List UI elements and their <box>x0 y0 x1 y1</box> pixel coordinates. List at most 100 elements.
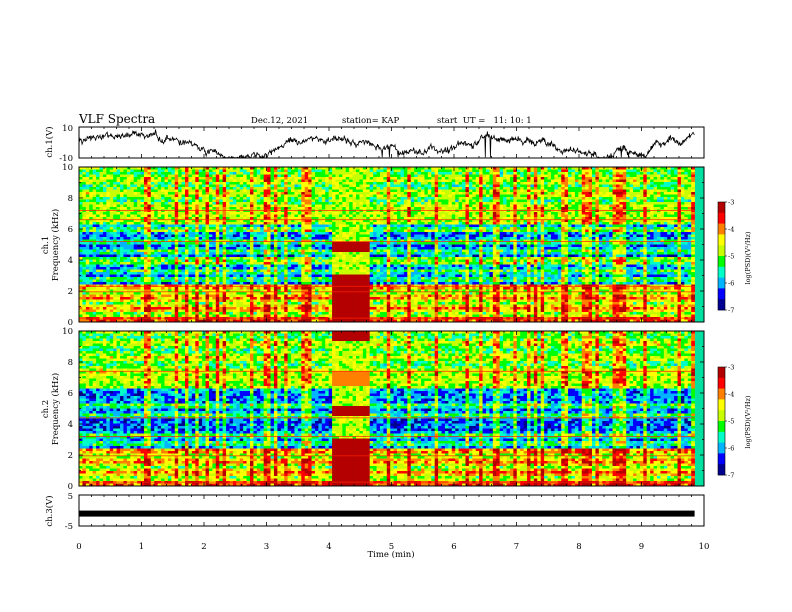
spectrogram-cell <box>103 272 107 275</box>
spectrogram-cell <box>161 297 165 300</box>
spectrogram-cell <box>144 282 148 285</box>
spectrogram-cell <box>154 315 158 318</box>
spectrogram-cell <box>106 170 110 173</box>
spectrogram-cell <box>100 275 104 278</box>
spectrogram-cell <box>96 207 100 210</box>
spectrogram-cell <box>161 295 165 298</box>
spectrogram-cell <box>93 212 97 215</box>
spectrogram-cell <box>161 212 165 215</box>
spectrogram-cell <box>123 287 127 290</box>
spectrogram-cell <box>106 260 110 263</box>
spectrogram-cell <box>82 305 86 308</box>
spectrogram-cell <box>141 265 145 268</box>
spectrogram-cell <box>158 207 162 210</box>
spectrogram-cell <box>168 192 172 195</box>
spectrogram-cell <box>165 262 169 265</box>
spectrogram-cell <box>130 230 134 233</box>
spectrogram-cell <box>161 257 165 260</box>
spectrogram-cell <box>151 200 155 203</box>
spectrogram-cell <box>134 252 138 255</box>
spectrogram-cell <box>89 202 93 205</box>
spectrogram-cell <box>127 195 131 198</box>
spectrogram-cell <box>89 255 93 258</box>
spectrogram-cell <box>110 182 114 185</box>
spectrogram-cell <box>100 185 104 188</box>
spectrogram-cell <box>117 177 121 180</box>
spectrogram-cell <box>103 172 107 175</box>
spectrogram-cell <box>96 170 100 173</box>
spectrogram-cell <box>110 260 114 263</box>
spectrogram-cell <box>123 295 127 298</box>
spectrogram-cell <box>127 272 131 275</box>
spectrogram-cell <box>103 292 107 295</box>
spectrogram-cell <box>144 207 148 210</box>
spectrogram-cell <box>168 260 172 263</box>
spectrogram-cell <box>117 190 121 193</box>
spectrogram-cell <box>93 315 97 318</box>
spectrogram-cell <box>79 272 83 275</box>
spectrogram-cell <box>106 287 110 290</box>
spectrogram-cell <box>147 307 151 310</box>
spectrogram-cell <box>151 300 155 303</box>
spectrogram-cell <box>120 292 124 295</box>
spectrogram-cell <box>168 202 172 205</box>
spectrogram-cell <box>137 312 141 315</box>
spectrogram-cell <box>82 180 86 183</box>
spectrogram-cell <box>130 170 134 173</box>
spectrogram-cell <box>158 185 162 188</box>
spectrogram-cell <box>103 282 107 285</box>
spectrogram-cell <box>144 235 148 238</box>
spectrogram-cell <box>110 312 114 315</box>
spectrogram-cell <box>130 225 134 228</box>
spectrogram-cell <box>82 210 86 213</box>
spectrogram-cell <box>137 235 141 238</box>
spectrogram-cell <box>123 305 127 308</box>
spectrogram-cell <box>120 180 124 183</box>
spectrogram-cell <box>144 242 148 245</box>
spectrogram-cell <box>154 252 158 255</box>
spectrogram-cell <box>158 215 162 218</box>
spectrogram-cell <box>113 312 117 315</box>
spectrogram-cell <box>96 180 100 183</box>
spectrogram-cell <box>100 305 104 308</box>
spectrogram-cell <box>147 245 151 248</box>
spectrogram-cell <box>106 280 110 283</box>
spectrogram-cell <box>86 207 90 210</box>
spectrogram-cell <box>120 267 124 270</box>
spectrogram-cell <box>144 222 148 225</box>
spectrogram-cell <box>113 260 117 263</box>
spectrogram-cell <box>82 312 86 315</box>
spectrogram-cell <box>103 210 107 213</box>
spectrogram-cell <box>93 215 97 218</box>
spectrogram-cell <box>79 185 83 188</box>
spectrogram-cell <box>103 197 107 200</box>
spectrogram-cell <box>141 287 145 290</box>
spectrogram-cell <box>110 232 114 235</box>
spectrogram-cell <box>89 170 93 173</box>
spectrogram-cell <box>103 280 107 283</box>
spectrogram-cell <box>144 297 148 300</box>
spectrogram-cell <box>137 190 141 193</box>
spectrogram-cell <box>120 282 124 285</box>
spectrogram-cell <box>100 207 104 210</box>
spectrogram-cell <box>96 255 100 258</box>
spectrogram-cell <box>141 182 145 185</box>
spectrogram-cell <box>117 280 121 283</box>
spectrogram-cell <box>79 180 83 183</box>
spectrogram-cell <box>113 182 117 185</box>
spectrogram-cell <box>96 187 100 190</box>
spectrogram-cell <box>141 255 145 258</box>
spectrogram-cell <box>134 242 138 245</box>
spectrogram-cell <box>79 175 83 178</box>
spectrogram-cell <box>106 262 110 265</box>
spectrogram-cell <box>165 207 169 210</box>
spectrogram-cell <box>103 222 107 225</box>
spectrogram-cell <box>127 262 131 265</box>
spectrogram-cell <box>86 292 90 295</box>
spectrogram-cell <box>86 275 90 278</box>
spectrogram-cell <box>103 182 107 185</box>
spectrogram-cell <box>117 172 121 175</box>
spectrogram-cell <box>103 262 107 265</box>
spectrogram-cell <box>96 240 100 243</box>
spectrogram-cell <box>103 235 107 238</box>
